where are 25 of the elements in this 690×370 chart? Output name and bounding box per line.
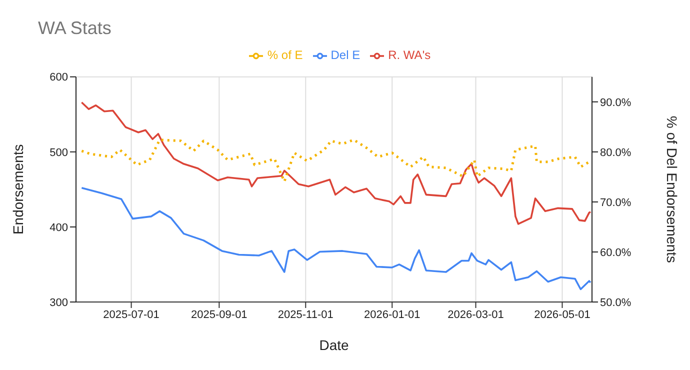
y2-tick-label: 60.0% (600, 246, 632, 259)
line-series (80, 138, 590, 183)
x-tick-label: 2026-05-01 (534, 308, 590, 321)
legend-label: R. WA's (388, 48, 431, 62)
y-tick-label: 300 (50, 296, 68, 309)
y2-tick-label: 90.0% (600, 96, 632, 109)
line-series (80, 101, 592, 225)
y-tick-label: 600 (50, 72, 68, 84)
x-tick-label: 2025-09-01 (191, 308, 248, 321)
y2-tick-label: 80.0% (600, 146, 632, 159)
x-axis-title: Date (319, 337, 349, 353)
y2-tick-label: 70.0% (600, 196, 632, 209)
y2-tick-label: 50.0% (600, 296, 632, 309)
chart-title: WA Stats (37, 17, 112, 40)
y-tick-label: 500 (50, 146, 68, 159)
x-tick-label: 2026-01-01 (364, 308, 420, 321)
y-axis-title: Endorsements (10, 144, 26, 235)
x-tick-label: 2025-11-01 (278, 308, 334, 321)
line-series (80, 187, 592, 290)
legend-label: Del E (330, 48, 360, 62)
y-tick-label: 400 (50, 222, 68, 234)
x-tick-label: 2025-07-01 (103, 308, 160, 321)
x-tick-label: 2026-03-01 (448, 308, 504, 321)
legend-label: % of E (267, 48, 303, 62)
y2-axis-title: % of Del Endorsements (664, 116, 680, 263)
